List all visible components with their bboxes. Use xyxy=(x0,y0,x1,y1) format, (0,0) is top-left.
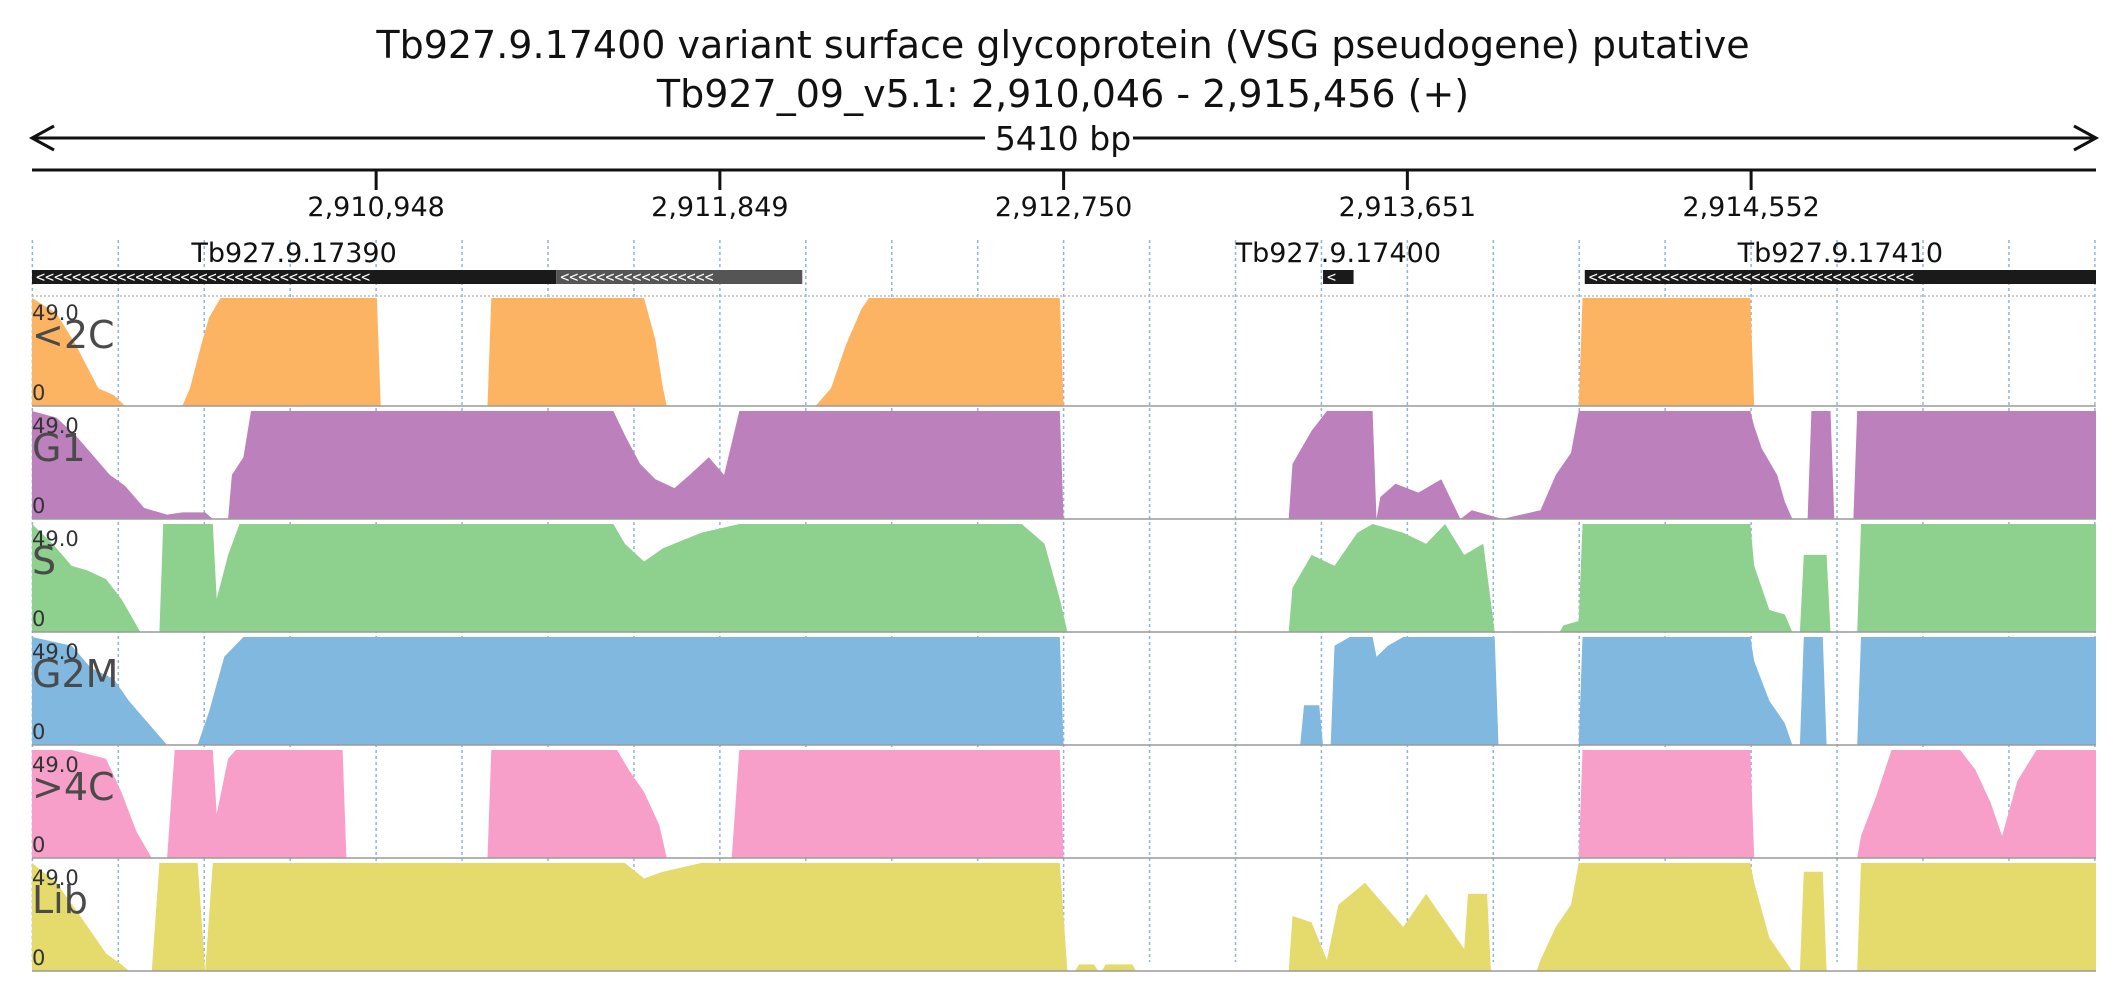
coverage-area xyxy=(32,863,2096,971)
track-ymin-label: 0 xyxy=(32,833,45,857)
track-ymin-label: 0 xyxy=(32,607,45,631)
gene-feature[interactable]: <<<<<<<<<<<<<<<<<<<<<<<<<<<<<<<<<<<<<Tb9… xyxy=(32,238,557,286)
coverage-track: 49.0 0 <2C xyxy=(32,298,2096,407)
span-arrow: 5410 bp xyxy=(28,118,2100,158)
tick-label: 2,912,750 xyxy=(995,192,1132,223)
track-label: G2M xyxy=(32,652,118,696)
coverage-track: 49.0 0 S xyxy=(32,524,2096,633)
track-ymin-label: 0 xyxy=(32,494,45,518)
span-label: 5410 bp xyxy=(995,119,1131,158)
coverage-area xyxy=(32,524,2096,632)
track-label: Lib xyxy=(32,878,88,922)
coverage-track: 49.0 0 Lib xyxy=(32,863,2096,972)
coverage-area xyxy=(32,298,2096,406)
tick-label: 2,910,948 xyxy=(307,192,444,223)
tick-label: 2,913,651 xyxy=(1339,192,1476,223)
track-label: S xyxy=(32,539,56,583)
coverage-tracks: 49.00<2C49.00G149.00S49.00G2M49.00>4C49.… xyxy=(32,298,2096,972)
coverage-area xyxy=(32,750,2096,858)
strand-arrows: <<<<<<<<<<<<<<<<<<<<<<<<<<<<<<<<<<<< xyxy=(1589,268,1914,286)
track-ymin-label: 0 xyxy=(32,720,45,744)
tick-label: 2,911,849 xyxy=(651,192,788,223)
gene-bar xyxy=(32,270,557,284)
track-ymax-label: 49.0 xyxy=(32,301,79,325)
track-ymin-label: 0 xyxy=(32,381,45,405)
gene-bar xyxy=(1323,270,1354,284)
gene-label: Tb927.9.17390 xyxy=(190,238,396,269)
coverage-track: 49.0 0 G2M xyxy=(32,637,2096,746)
track-ymax-label: 49.0 xyxy=(32,753,79,777)
gene-bar xyxy=(556,270,803,284)
gene-label: Tb927.9.17410 xyxy=(1737,238,1943,269)
coverage-track: 49.0 0 >4C xyxy=(32,750,2096,859)
strand-arrows: <<<<<<<<<<<<<<<<< xyxy=(560,268,714,286)
coverage-track: 49.0 0 G1 xyxy=(32,411,2096,520)
track-ymax-label: 49.0 xyxy=(32,640,79,664)
track-ymax-label: 49.0 xyxy=(32,414,79,438)
track-label: G1 xyxy=(32,426,86,470)
track-label: >4C xyxy=(32,765,115,809)
position-axis: 2,910,948 2,911,849 2,912,750 2,913,651 2,91… xyxy=(32,168,2096,223)
track-ymin-label: 0 xyxy=(32,946,45,970)
gene-feature[interactable]: <<<<<<<<<<<<<<<<< xyxy=(556,268,803,286)
gene-label: Tb927.9.17400 xyxy=(1235,238,1441,269)
strand-arrows: < xyxy=(1327,268,1336,286)
chart-subtitle: Tb927_09_v5.1: 2,910,046 - 2,915,456 (+) xyxy=(656,72,1469,116)
track-ymax-label: 49.0 xyxy=(32,527,79,551)
tick-label: 2,914,552 xyxy=(1682,192,1819,223)
track-ymax-label: 49.0 xyxy=(32,866,79,890)
gene-bar xyxy=(1584,270,2096,284)
strand-arrows: <<<<<<<<<<<<<<<<<<<<<<<<<<<<<<<<<<<<< xyxy=(36,268,370,286)
coverage-area xyxy=(32,411,2096,519)
gene-feature[interactable]: <<<<<<<<<<<<<<<<<<<<<<<<<<<<<<<<<<<<Tb92… xyxy=(1584,238,2096,286)
gene-track: <<<<<<<<<<<<<<<<<<<<<<<<<<<<<<<<<<<<<Tb9… xyxy=(32,238,2096,297)
track-label: <2C xyxy=(32,313,115,357)
chart-title: Tb927.9.17400 variant surface glycoprote… xyxy=(375,23,1749,67)
coverage-area xyxy=(32,637,2096,745)
gene-feature[interactable]: <Tb927.9.17400 xyxy=(1235,238,1441,286)
